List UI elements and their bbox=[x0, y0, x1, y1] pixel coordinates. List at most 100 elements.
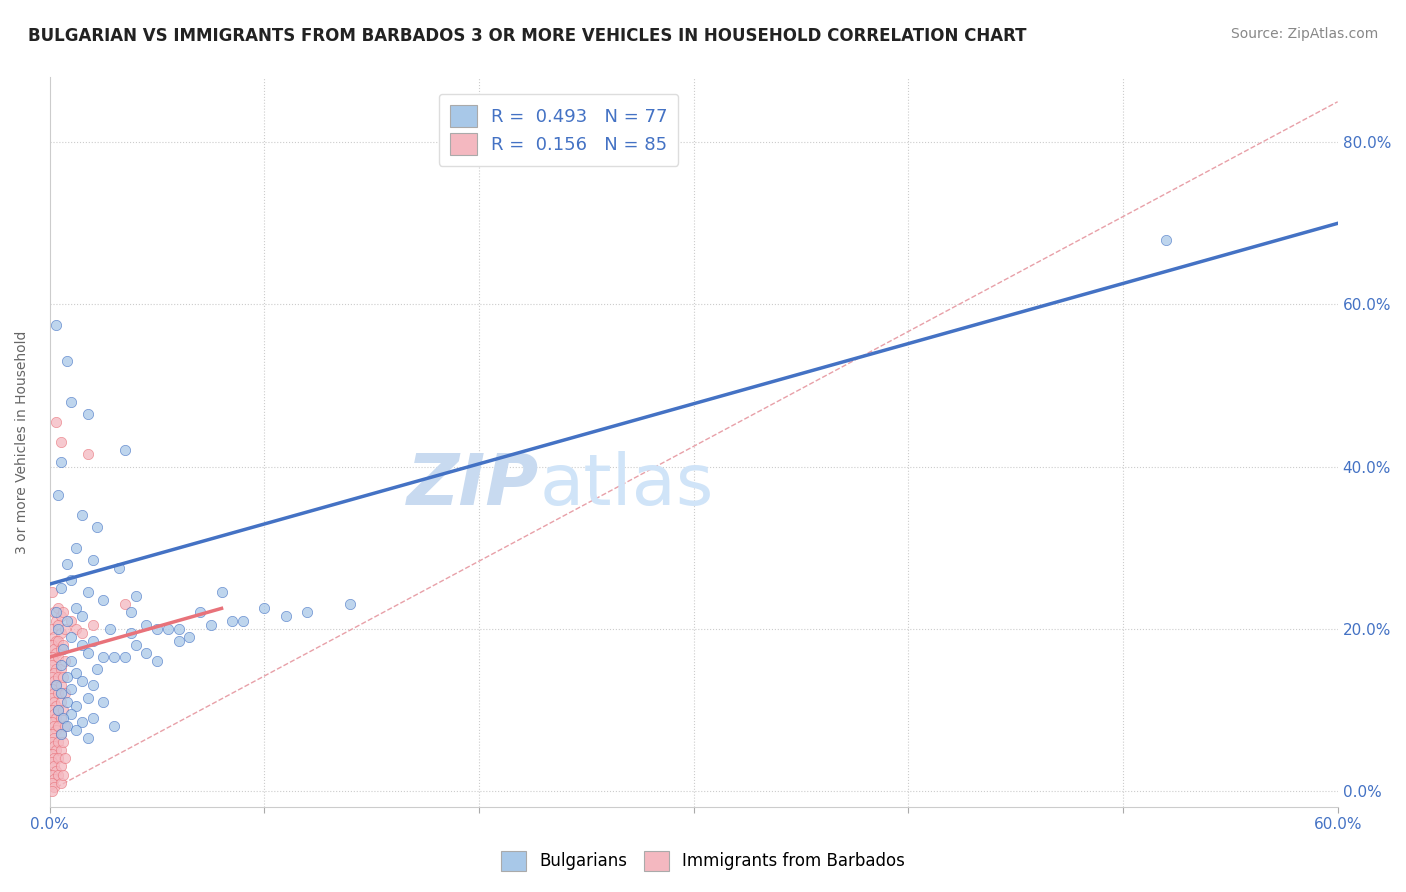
Point bbox=[49, 711, 72, 725]
Point bbox=[49, 678, 72, 692]
Point bbox=[42, 695, 65, 709]
Point bbox=[211, 585, 233, 599]
Point bbox=[41, 727, 63, 741]
Text: BULGARIAN VS IMMIGRANTS FROM BARBADOS 3 OR MORE VEHICLES IN HOUSEHOLD CORRELATIO: BULGARIAN VS IMMIGRANTS FROM BARBADOS 3 … bbox=[28, 27, 1026, 45]
Point bbox=[45, 646, 67, 660]
Legend: Bulgarians, Immigrants from Barbados: Bulgarians, Immigrants from Barbados bbox=[492, 842, 914, 880]
Point bbox=[232, 614, 254, 628]
Point bbox=[48, 601, 70, 615]
Point bbox=[42, 630, 65, 644]
Point bbox=[53, 622, 76, 636]
Point bbox=[65, 666, 87, 681]
Point bbox=[98, 622, 121, 636]
Point bbox=[52, 641, 75, 656]
Point bbox=[125, 638, 148, 652]
Point bbox=[49, 695, 72, 709]
Point bbox=[70, 638, 93, 652]
Point bbox=[56, 670, 79, 684]
Point bbox=[48, 617, 70, 632]
Point bbox=[70, 508, 93, 523]
Point bbox=[93, 695, 115, 709]
Point bbox=[42, 666, 65, 681]
Point bbox=[48, 719, 70, 733]
Point bbox=[48, 633, 70, 648]
Point bbox=[41, 703, 63, 717]
Point bbox=[135, 646, 157, 660]
Point bbox=[42, 759, 65, 773]
Point bbox=[49, 686, 72, 700]
Point bbox=[60, 682, 83, 697]
Point bbox=[339, 598, 361, 612]
Point bbox=[41, 638, 63, 652]
Point bbox=[42, 706, 65, 721]
Point bbox=[52, 703, 75, 717]
Point bbox=[56, 695, 79, 709]
Point bbox=[42, 641, 65, 656]
Point bbox=[45, 764, 67, 778]
Y-axis label: 3 or more Vehicles in Household: 3 or more Vehicles in Household bbox=[15, 331, 30, 554]
Point bbox=[82, 711, 104, 725]
Point bbox=[93, 593, 115, 607]
Point bbox=[45, 318, 67, 332]
Point bbox=[56, 614, 79, 628]
Point bbox=[45, 662, 67, 676]
Point bbox=[41, 682, 63, 697]
Point bbox=[107, 561, 129, 575]
Text: ZIP: ZIP bbox=[406, 451, 538, 521]
Point bbox=[70, 625, 93, 640]
Point bbox=[53, 654, 76, 668]
Text: atlas: atlas bbox=[538, 451, 714, 521]
Point bbox=[48, 622, 70, 636]
Point bbox=[49, 641, 72, 656]
Point bbox=[48, 670, 70, 684]
Point bbox=[146, 622, 169, 636]
Point bbox=[49, 759, 72, 773]
Point bbox=[135, 617, 157, 632]
Point bbox=[221, 614, 243, 628]
Point bbox=[200, 617, 222, 632]
Point bbox=[48, 751, 70, 765]
Point bbox=[60, 573, 83, 587]
Point bbox=[70, 674, 93, 689]
Point bbox=[41, 690, 63, 705]
Point bbox=[45, 614, 67, 628]
Point bbox=[86, 662, 108, 676]
Point bbox=[42, 654, 65, 668]
Point bbox=[167, 633, 190, 648]
Point bbox=[49, 581, 72, 595]
Point bbox=[48, 650, 70, 665]
Legend: R =  0.493   N = 77, R =  0.156   N = 85: R = 0.493 N = 77, R = 0.156 N = 85 bbox=[439, 94, 679, 166]
Point bbox=[42, 772, 65, 786]
Point bbox=[45, 723, 67, 737]
Point bbox=[60, 654, 83, 668]
Point bbox=[70, 714, 93, 729]
Point bbox=[77, 731, 100, 745]
Point bbox=[274, 609, 297, 624]
Point bbox=[114, 598, 136, 612]
Point bbox=[103, 650, 125, 665]
Point bbox=[53, 751, 76, 765]
Point bbox=[188, 606, 211, 620]
Point bbox=[48, 703, 70, 717]
Point bbox=[41, 622, 63, 636]
Point bbox=[60, 706, 83, 721]
Point bbox=[41, 747, 63, 762]
Point bbox=[56, 719, 79, 733]
Point bbox=[49, 455, 72, 469]
Point bbox=[65, 622, 87, 636]
Point bbox=[146, 654, 169, 668]
Point bbox=[56, 557, 79, 571]
Point bbox=[53, 719, 76, 733]
Point bbox=[48, 686, 70, 700]
Point bbox=[86, 520, 108, 534]
Point bbox=[179, 630, 201, 644]
Point bbox=[60, 614, 83, 628]
Point bbox=[65, 541, 87, 555]
Point bbox=[56, 354, 79, 368]
Point bbox=[49, 609, 72, 624]
Point bbox=[103, 719, 125, 733]
Point bbox=[41, 775, 63, 789]
Point bbox=[49, 775, 72, 789]
Point bbox=[52, 767, 75, 781]
Point bbox=[49, 743, 72, 757]
